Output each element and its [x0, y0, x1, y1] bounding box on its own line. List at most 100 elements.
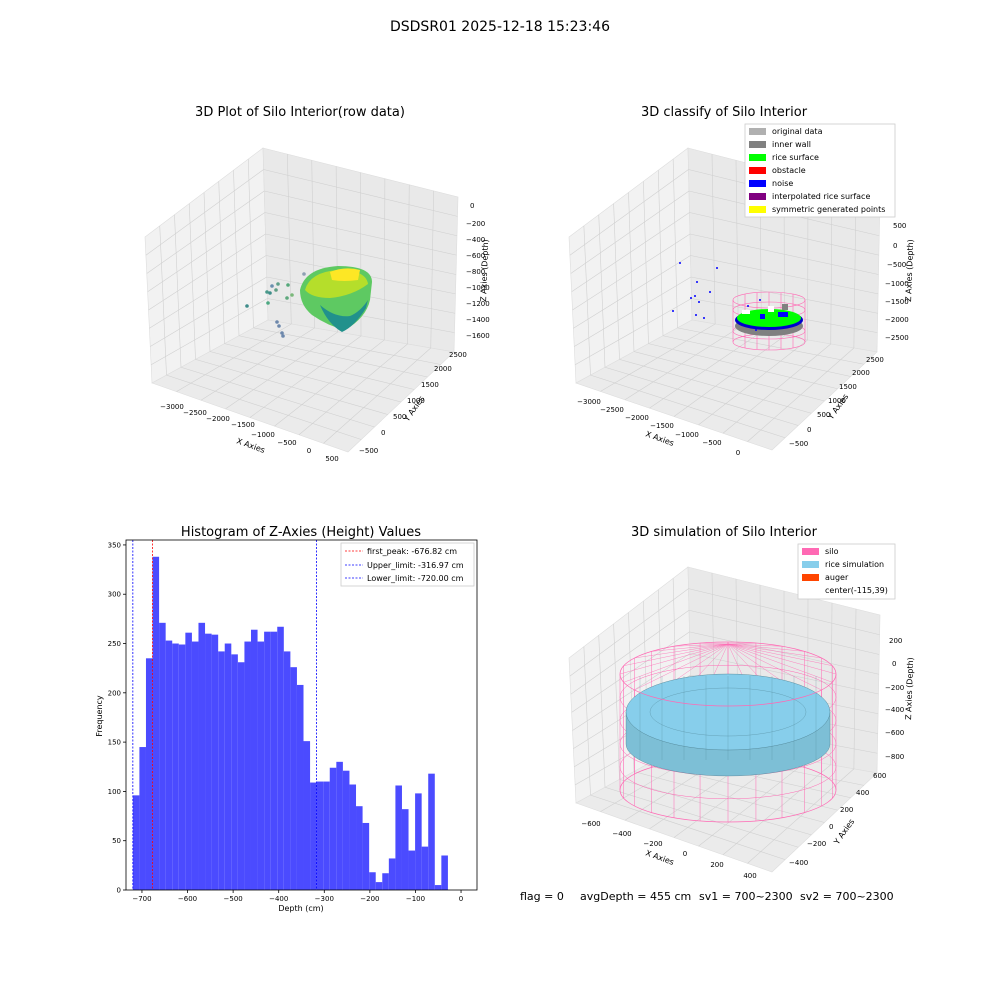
status-avg-depth: avgDepth = 455 cm: [580, 890, 691, 903]
grid-line: [853, 608, 857, 769]
legend-label: Lower_limit: -720.00 cm: [367, 574, 464, 583]
grid-line: [150, 276, 267, 347]
data-point: [274, 288, 278, 292]
legend-label: Upper_limit: -316.97 cm: [367, 561, 464, 570]
histogram-bar: [132, 795, 140, 890]
noise-point: [709, 291, 711, 293]
legend-label: obstacle: [772, 166, 806, 175]
grid-line: [672, 159, 678, 328]
x-tick: −2000: [625, 414, 649, 422]
silo-wire: [673, 643, 729, 647]
grid-lines: [569, 154, 880, 442]
grid-line: [407, 184, 410, 345]
histogram-bar: [139, 747, 146, 890]
x-tick: 500: [325, 455, 338, 463]
x-tick-label: −200: [360, 895, 379, 903]
noise-point: [703, 317, 705, 319]
legend-label: original data: [772, 127, 823, 136]
z-tick: 500: [893, 222, 906, 230]
x-tick: −500: [702, 439, 721, 447]
x-tick: 400: [743, 872, 756, 880]
legend-label: center(-115,39): [825, 586, 888, 595]
y-tick: −400: [789, 859, 808, 867]
legend-swatch-interpolated: [749, 193, 766, 200]
y-tick: 1500: [839, 383, 857, 391]
z-tick: −2000: [885, 316, 909, 324]
grid-line: [690, 255, 879, 295]
plot-frame: [125, 539, 478, 891]
x-tick-label: −500: [224, 895, 243, 903]
grid-line: [604, 786, 799, 848]
x-tick: 0: [307, 447, 311, 455]
histogram-bar: [270, 631, 278, 890]
z-tick: −1400: [466, 316, 490, 324]
histogram-bar: [349, 784, 357, 890]
panel-2-title: 3D classify of Silo Interior: [641, 105, 808, 120]
legend-swatch-silo: [802, 548, 819, 555]
x-tick-label: −300: [315, 895, 334, 903]
panel-raw-3d: 3D Plot of Silo Interior(row data) −3000…: [144, 105, 490, 463]
histogram-bar: [336, 761, 343, 890]
histogram-bar: [205, 633, 212, 890]
y-tick: −200: [807, 840, 826, 848]
legend-label: interpolated rice surface: [772, 192, 870, 201]
x-tick: 0: [736, 449, 740, 457]
histogram-bar: [428, 773, 435, 890]
histogram-bar: [185, 632, 192, 890]
legend-label: symmetric generated points: [772, 205, 885, 214]
data-point: [266, 301, 270, 305]
histogram-bar: [388, 858, 396, 890]
histogram-bar: [264, 631, 271, 890]
y-tick: 0: [381, 429, 385, 437]
histogram-bar: [244, 641, 251, 890]
histogram-bar: [382, 873, 389, 890]
legend-swatch-noise: [749, 180, 766, 187]
y-tick: 2500: [449, 351, 467, 359]
histogram-bar: [362, 822, 370, 890]
y-tick-label: 150: [108, 739, 121, 747]
z-tick: −800: [466, 268, 485, 276]
grid-line: [323, 347, 431, 444]
x-axis-label: X Axies: [235, 436, 266, 455]
silo-wire: [727, 643, 833, 666]
legend-label: inner wall: [772, 140, 811, 149]
x-tick: −2000: [206, 415, 230, 423]
x-tick-labels: −3000 −2500 −2000 −1500 −1000 −500 0 500: [160, 403, 339, 463]
y-tick-label: 100: [108, 788, 121, 796]
grid-line: [383, 178, 386, 341]
grid-line: [643, 181, 649, 344]
histogram-bar: [329, 767, 337, 890]
y-tick: −500: [789, 440, 808, 448]
x-tick: −500: [277, 439, 296, 447]
z-tick: −500: [887, 261, 906, 269]
legend-label: rice surface: [772, 153, 819, 162]
y-tick: 2000: [434, 365, 452, 373]
y-tick: 500: [817, 411, 830, 419]
rice-mesh-ring: [649, 687, 807, 737]
x-tick: −200: [643, 840, 662, 848]
pane-floor: [575, 319, 878, 451]
z-tick-labels: 500 0 −500 −1000 −1500 −2000 −2500: [885, 222, 909, 342]
histogram-bar: [250, 629, 258, 890]
histogram-bar: [277, 626, 284, 890]
x-tick: −3000: [160, 403, 184, 411]
grid-line: [619, 359, 812, 414]
x-tick-label: −700: [132, 895, 151, 903]
legend: original data inner wall rice surface ob…: [744, 123, 896, 218]
data-point: [270, 284, 274, 288]
histogram-bar: [395, 785, 402, 890]
x-tick-label: −400: [269, 895, 288, 903]
x-axis-label: Depth (cm): [278, 904, 323, 913]
noise-point: [759, 299, 761, 301]
status-sv1: sv1 = 700~2300: [699, 890, 793, 903]
silo-wire: [727, 642, 756, 645]
grid-line: [722, 343, 831, 434]
x-axis-label: X Axies: [644, 848, 675, 867]
x-tick-labels: −600 −400 −200 0 200 400: [581, 820, 756, 880]
data-point: [290, 293, 294, 297]
x-tick: −1000: [251, 431, 275, 439]
grid-line: [604, 366, 799, 426]
x-tick: 0: [683, 850, 687, 858]
noise-point: [694, 295, 696, 297]
silo-wire: [634, 643, 729, 659]
